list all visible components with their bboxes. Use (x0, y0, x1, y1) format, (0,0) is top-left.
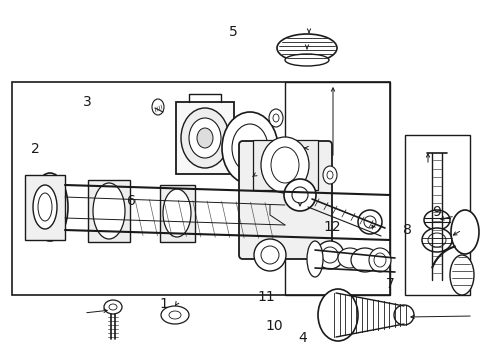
Ellipse shape (357, 210, 381, 234)
Ellipse shape (323, 166, 336, 184)
Ellipse shape (268, 109, 283, 127)
Bar (404, 135, 469, 295)
Ellipse shape (181, 108, 228, 168)
Text: 8: 8 (402, 223, 411, 237)
Ellipse shape (272, 114, 279, 122)
Ellipse shape (284, 179, 315, 211)
Ellipse shape (152, 99, 163, 115)
Text: 12: 12 (323, 220, 341, 234)
Text: 11: 11 (257, 290, 275, 304)
Ellipse shape (32, 173, 68, 241)
Ellipse shape (33, 185, 57, 229)
Ellipse shape (285, 54, 328, 66)
Ellipse shape (421, 228, 451, 252)
Ellipse shape (38, 193, 52, 221)
Ellipse shape (231, 124, 267, 172)
Bar (12, 82, 389, 295)
Ellipse shape (161, 306, 189, 324)
Ellipse shape (423, 210, 449, 230)
Ellipse shape (93, 183, 125, 239)
Ellipse shape (315, 241, 343, 269)
Text: 4: 4 (298, 331, 307, 345)
Text: 10: 10 (264, 319, 282, 333)
Ellipse shape (104, 300, 122, 314)
Ellipse shape (109, 304, 117, 310)
Ellipse shape (261, 137, 308, 193)
Ellipse shape (363, 216, 375, 228)
Text: 9: 9 (431, 206, 440, 219)
Ellipse shape (222, 112, 278, 184)
FancyBboxPatch shape (239, 141, 331, 259)
Ellipse shape (189, 118, 221, 158)
Ellipse shape (306, 241, 323, 277)
Text: 3: 3 (82, 95, 91, 108)
Ellipse shape (40, 185, 60, 229)
Text: 6: 6 (126, 194, 135, 208)
Ellipse shape (337, 248, 361, 268)
Ellipse shape (169, 311, 181, 319)
Text: 5: 5 (229, 25, 238, 39)
Ellipse shape (321, 247, 337, 263)
Bar (176, 102, 234, 174)
Bar (285, 82, 389, 295)
Ellipse shape (270, 147, 298, 183)
Ellipse shape (350, 248, 378, 272)
Text: 1: 1 (159, 297, 168, 311)
Ellipse shape (393, 305, 413, 325)
Ellipse shape (276, 34, 336, 62)
Ellipse shape (291, 187, 307, 203)
Ellipse shape (317, 289, 357, 341)
Bar (160, 185, 195, 242)
Ellipse shape (163, 189, 191, 237)
Text: 2: 2 (31, 143, 40, 156)
Ellipse shape (373, 253, 385, 267)
Ellipse shape (261, 246, 279, 264)
Ellipse shape (449, 255, 473, 295)
Ellipse shape (427, 233, 445, 247)
Bar (252, 140, 317, 190)
Ellipse shape (253, 239, 285, 271)
Ellipse shape (326, 171, 332, 179)
Bar (25, 175, 65, 240)
Ellipse shape (368, 248, 390, 272)
Ellipse shape (450, 210, 478, 254)
Bar (88, 180, 130, 242)
Text: 7: 7 (385, 278, 394, 291)
Ellipse shape (197, 128, 213, 148)
